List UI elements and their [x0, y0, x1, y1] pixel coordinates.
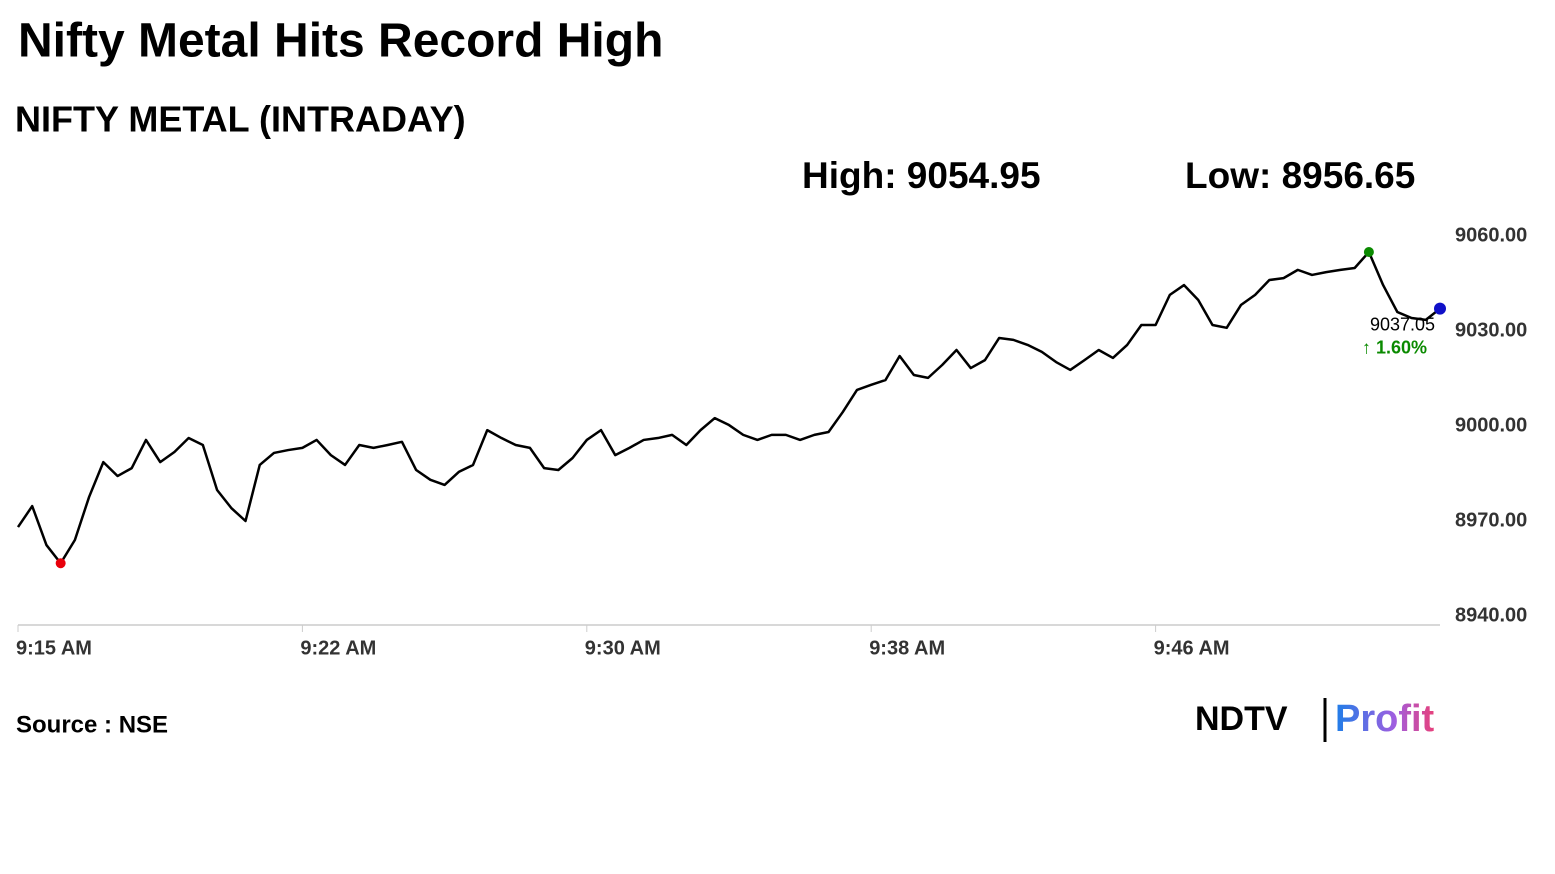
x-tick-label: 9:38 AM	[869, 637, 945, 659]
chart-subtitle: NIFTY METAL (INTRADAY)	[15, 99, 466, 140]
y-tick-label: 9030.00	[1455, 319, 1527, 341]
x-tick-label: 9:22 AM	[300, 637, 376, 659]
low-label: Low: 8956.65	[1185, 155, 1415, 196]
high-label: High: 9054.95	[802, 155, 1041, 196]
logo-profit: Profit	[1335, 698, 1435, 740]
chart-title: Nifty Metal Hits Record High	[18, 15, 663, 68]
x-tick-label: 9:30 AM	[585, 637, 661, 659]
y-tick-label: 9060.00	[1455, 224, 1527, 246]
y-tick-label: 8940.00	[1455, 604, 1527, 626]
logo-ndtv: NDTV	[1195, 700, 1288, 738]
x-tick-label: 9:15 AM	[16, 637, 92, 659]
change-label: ↑ 1.60%	[1362, 337, 1427, 357]
x-tick-label: 9:46 AM	[1154, 637, 1230, 659]
line	[16, 250, 1441, 565]
y-tick-label: 8970.00	[1455, 509, 1527, 531]
high-marker	[1363, 246, 1374, 257]
y-tick-label: 9000.00	[1455, 414, 1527, 436]
low-marker	[55, 558, 66, 569]
last-marker	[1434, 302, 1446, 315]
source: Source : NSE	[16, 711, 168, 738]
last-value-label: 9037.05	[1370, 314, 1435, 334]
